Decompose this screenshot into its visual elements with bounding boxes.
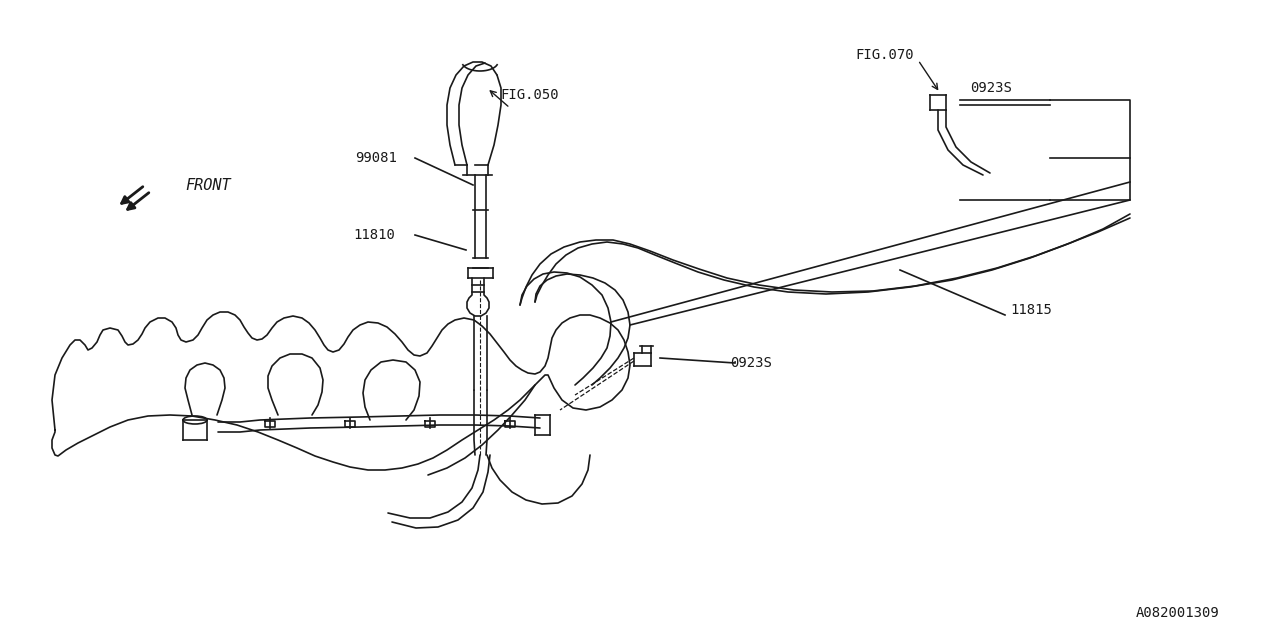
Text: 99081: 99081 — [355, 151, 397, 165]
Text: FIG.070: FIG.070 — [855, 48, 914, 62]
Text: FRONT: FRONT — [186, 177, 230, 193]
Text: 0923S: 0923S — [970, 81, 1012, 95]
Text: 0923S: 0923S — [730, 356, 772, 370]
Text: FIG.050: FIG.050 — [500, 88, 558, 102]
Text: A082001309: A082001309 — [1137, 606, 1220, 620]
Text: 11815: 11815 — [1010, 303, 1052, 317]
Text: 11810: 11810 — [353, 228, 394, 242]
